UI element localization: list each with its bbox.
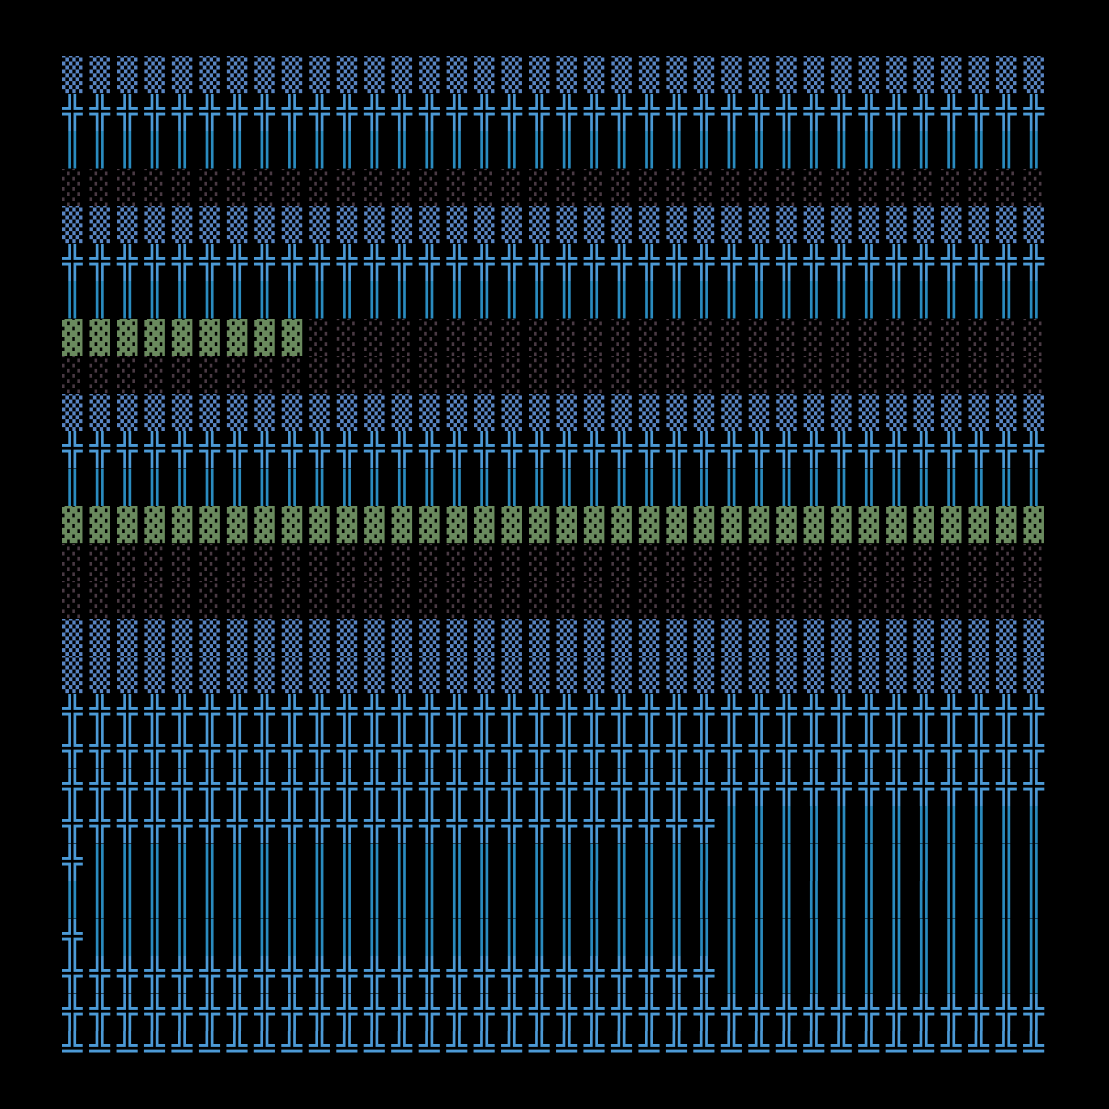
text-row: ▒▒▒▒▒▒▒▒▒▒▒▒▒▒▒▒▒▒▒▒▒▒▒▒▒▒▒▒▒▒▒▒▒▒▒▒: [62, 56, 1054, 94]
glyph-run: ▒▒▒▒▒▒▒▒▒▒▒▒▒▒▒▒▒▒▒▒▒▒▒▒▒▒▒▒▒▒▒▒▒▒▒▒: [62, 206, 1051, 244]
glyph-run: ░░░░░░░░░░░░░░░░░░░░░░░░░░░░░░░░░░░░: [62, 543, 1051, 581]
glyph-run: ╬╬╬╬╬╬╬╬╬╬╬╬╬╬╬╬╬╬╬╬╬╬╬╬╬╬╬╬╬╬╬╬╬╬╬╬: [62, 93, 1051, 131]
glyph-run: ╬╬╬╬╬╬╬╬╬╬╬╬╬╬╬╬╬╬╬╬╬╬╬╬╬╬╬╬╬╬╬╬╬╬╬╬: [62, 693, 1051, 731]
text-row: ╩╩╩╩╩╩╩╩╩╩╩╩╩╩╩╩╩╩╩╩╩╩╩╩╩╩╩╩╩╩╩╩╩╩╩╩: [62, 1031, 1054, 1069]
text-row: ░░░░░░░░░░░░░░░░░░░░░░░░░░░░░░░░░░░░: [62, 581, 1054, 619]
character-grid: ▒▒▒▒▒▒▒▒▒▒▒▒▒▒▒▒▒▒▒▒▒▒▒▒▒▒▒▒▒▒▒▒▒▒▒▒ ╬╬╬╬…: [62, 56, 1054, 1069]
glyph-run: ╬╬╬╬╬╬╬╬╬╬╬╬╬╬╬╬╬╬╬╬╬╬╬╬: [62, 806, 722, 844]
glyph-run: ░░░░░░░░░░░░░░░░░░░░░░░░░░░: [309, 318, 1051, 356]
text-row: ╬╬╬╬╬╬╬╬╬╬╬╬╬╬╬╬╬╬╬╬╬╬╬╬╬╬╬╬╬╬╬╬╬╬╬╬: [62, 431, 1054, 469]
text-row: ╬╬╬╬╬╬╬╬╬╬╬╬╬╬╬╬╬╬╬╬╬╬╬╬╬╬╬╬╬╬╬╬╬╬╬╬: [62, 994, 1054, 1032]
text-row: ║║║║║║║║║║║║║║║║║║║║║║║║║║║║║║║║║║║║: [62, 469, 1054, 507]
glyph-run: ╬╬╬╬╬╬╬╬╬╬╬╬╬╬╬╬╬╬╬╬╬╬╬╬╬╬╬╬╬╬╬╬╬╬╬╬: [62, 731, 1051, 769]
glyph-run: ░░░░░░░░░░░░░░░░░░░░░░░░░░░░░░░░░░░░: [62, 356, 1051, 394]
text-row: ░░░░░░░░░░░░░░░░░░░░░░░░░░░░░░░░░░░░: [62, 356, 1054, 394]
text-row: ╬╬╬╬╬╬╬╬╬╬╬╬╬╬╬╬╬╬╬╬╬╬╬╬╬╬╬╬╬╬╬╬╬╬╬╬: [62, 731, 1054, 769]
text-row: ▓▓▓▓▓▓▓▓▓░░░░░░░░░░░░░░░░░░░░░░░░░░░: [62, 319, 1054, 357]
text-row: ▒▒▒▒▒▒▒▒▒▒▒▒▒▒▒▒▒▒▒▒▒▒▒▒▒▒▒▒▒▒▒▒▒▒▒▒: [62, 206, 1054, 244]
text-row: ╬╬╬╬╬╬╬╬╬╬╬╬╬╬╬╬╬╬╬╬╬╬╬╬╬╬╬╬╬╬╬╬╬╬╬╬: [62, 244, 1054, 282]
text-row: ▒▒▒▒▒▒▒▒▒▒▒▒▒▒▒▒▒▒▒▒▒▒▒▒▒▒▒▒▒▒▒▒▒▒▒▒: [62, 656, 1054, 694]
glyph-run: ║║║║║║║║║║║║║║║║║║║║║║║║║║║║║║║║║║║: [89, 843, 1051, 881]
text-row: ╬╬╬╬╬╬╬╬╬╬╬╬╬╬╬╬╬╬╬╬╬╬╬╬║║║║║║║║║║║║: [62, 956, 1054, 994]
glyph-run: ║║║║║║║║║║║║: [721, 806, 1051, 844]
text-row: ║║║║║║║║║║║║║║║║║║║║║║║║║║║║║║║║║║║║: [62, 131, 1054, 169]
glyph-run: ║║║║║║║║║║║║║║║║║║║║║║║║║║║║║║║║║║║: [89, 918, 1051, 956]
glyph-run: ╩╩╩╩╩╩╩╩╩╩╩╩╩╩╩╩╩╩╩╩╩╩╩╩╩╩╩╩╩╩╩╩╩╩╩╩: [62, 1031, 1051, 1069]
text-row: ▒▒▒▒▒▒▒▒▒▒▒▒▒▒▒▒▒▒▒▒▒▒▒▒▒▒▒▒▒▒▒▒▒▒▒▒: [62, 619, 1054, 657]
glyph-run: ░░░░░░░░░░░░░░░░░░░░░░░░░░░░░░░░░░░░: [62, 168, 1051, 206]
text-row: ░░░░░░░░░░░░░░░░░░░░░░░░░░░░░░░░░░░░: [62, 169, 1054, 207]
glyph-run: ║║║║║║║║║║║║║║║║║║║║║║║║║║║║║║║║║║║║: [62, 881, 1051, 919]
glyph-run: ║║║║║║║║║║║║║║║║║║║║║║║║║║║║║║║║║║║║: [62, 281, 1051, 319]
text-row: ╬╬╬╬╬╬╬╬╬╬╬╬╬╬╬╬╬╬╬╬╬╬╬╬║║║║║║║║║║║║: [62, 806, 1054, 844]
glyph-run: ╬: [62, 843, 90, 881]
glyph-run: ▓▓▓▓▓▓▓▓▓▓▓▓▓▓▓▓▓▓▓▓▓▓▓▓▓▓▓▓▓▓▓▓▓▓▓▓: [62, 506, 1051, 544]
glyph-run: ▒▒▒▒▒▒▒▒▒▒▒▒▒▒▒▒▒▒▒▒▒▒▒▒▒▒▒▒▒▒▒▒▒▒▒▒: [62, 393, 1051, 431]
text-row: ╬╬╬╬╬╬╬╬╬╬╬╬╬╬╬╬╬╬╬╬╬╬╬╬╬╬╬╬╬╬╬╬╬╬╬╬: [62, 94, 1054, 132]
text-row: ╬║║║║║║║║║║║║║║║║║║║║║║║║║║║║║║║║║║║: [62, 844, 1054, 882]
glyph-run: ╬: [62, 918, 90, 956]
glyph-run: ▒▒▒▒▒▒▒▒▒▒▒▒▒▒▒▒▒▒▒▒▒▒▒▒▒▒▒▒▒▒▒▒▒▒▒▒: [62, 656, 1051, 694]
glyph-run: ╬╬╬╬╬╬╬╬╬╬╬╬╬╬╬╬╬╬╬╬╬╬╬╬╬╬╬╬╬╬╬╬╬╬╬╬: [62, 993, 1051, 1031]
glyph-run: ╬╬╬╬╬╬╬╬╬╬╬╬╬╬╬╬╬╬╬╬╬╬╬╬: [62, 956, 722, 994]
glyph-run: ║║║║║║║║║║║║║║║║║║║║║║║║║║║║║║║║║║║║: [62, 131, 1051, 169]
text-row: ╬║║║║║║║║║║║║║║║║║║║║║║║║║║║║║║║║║║║: [62, 919, 1054, 957]
text-row: ║║║║║║║║║║║║║║║║║║║║║║║║║║║║║║║║║║║║: [62, 281, 1054, 319]
glyph-run: ║║║║║║║║║║║║║║║║║║║║║║║║║║║║║║║║║║║║: [62, 468, 1051, 506]
text-row: ▒▒▒▒▒▒▒▒▒▒▒▒▒▒▒▒▒▒▒▒▒▒▒▒▒▒▒▒▒▒▒▒▒▒▒▒: [62, 394, 1054, 432]
glyph-run: ╬╬╬╬╬╬╬╬╬╬╬╬╬╬╬╬╬╬╬╬╬╬╬╬╬╬╬╬╬╬╬╬╬╬╬╬: [62, 431, 1051, 469]
glyph-run: ╬╬╬╬╬╬╬╬╬╬╬╬╬╬╬╬╬╬╬╬╬╬╬╬╬╬╬╬╬╬╬╬╬╬╬╬: [62, 768, 1051, 806]
text-row: ║║║║║║║║║║║║║║║║║║║║║║║║║║║║║║║║║║║║: [62, 881, 1054, 919]
glyph-run: ▓▓▓▓▓▓▓▓▓: [62, 318, 310, 356]
text-row: ╬╬╬╬╬╬╬╬╬╬╬╬╬╬╬╬╬╬╬╬╬╬╬╬╬╬╬╬╬╬╬╬╬╬╬╬: [62, 694, 1054, 732]
text-row: ░░░░░░░░░░░░░░░░░░░░░░░░░░░░░░░░░░░░: [62, 544, 1054, 582]
text-row: ▓▓▓▓▓▓▓▓▓▓▓▓▓▓▓▓▓▓▓▓▓▓▓▓▓▓▓▓▓▓▓▓▓▓▓▓: [62, 506, 1054, 544]
glyph-run: ║║║║║║║║║║║║: [721, 956, 1051, 994]
glyph-run: ░░░░░░░░░░░░░░░░░░░░░░░░░░░░░░░░░░░░: [62, 581, 1051, 619]
glyph-run: ╬╬╬╬╬╬╬╬╬╬╬╬╬╬╬╬╬╬╬╬╬╬╬╬╬╬╬╬╬╬╬╬╬╬╬╬: [62, 243, 1051, 281]
glyph-run: ▒▒▒▒▒▒▒▒▒▒▒▒▒▒▒▒▒▒▒▒▒▒▒▒▒▒▒▒▒▒▒▒▒▒▒▒: [62, 56, 1051, 94]
glyph-run: ▒▒▒▒▒▒▒▒▒▒▒▒▒▒▒▒▒▒▒▒▒▒▒▒▒▒▒▒▒▒▒▒▒▒▒▒: [62, 618, 1051, 656]
text-row: ╬╬╬╬╬╬╬╬╬╬╬╬╬╬╬╬╬╬╬╬╬╬╬╬╬╬╬╬╬╬╬╬╬╬╬╬: [62, 769, 1054, 807]
